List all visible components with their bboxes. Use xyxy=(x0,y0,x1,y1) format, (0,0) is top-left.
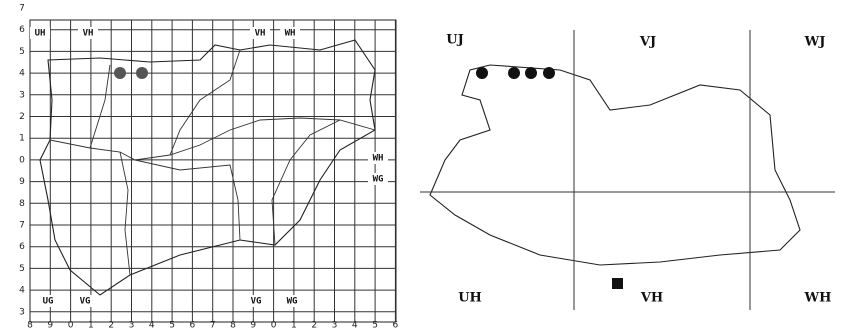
zone-label: WH xyxy=(285,29,296,39)
left-river xyxy=(119,151,131,276)
zone-label: VG xyxy=(80,297,91,307)
x-axis-label: 1 xyxy=(88,321,94,331)
y-axis-label: 6 xyxy=(19,25,25,35)
site-dot xyxy=(543,67,555,79)
x-axis-label: 0 xyxy=(271,321,277,331)
zone-label: UG xyxy=(43,297,54,307)
zone-label-bg xyxy=(282,295,302,307)
x-axis-label: 3 xyxy=(129,321,135,331)
x-axis-label: 8 xyxy=(27,321,33,331)
y-axis-label: 4 xyxy=(19,286,25,296)
site-dot xyxy=(476,67,488,79)
x-axis-label: 3 xyxy=(332,321,338,331)
x-axis-label: 6 xyxy=(393,321,399,331)
zone-label: WG xyxy=(373,175,384,185)
zone-label-bg xyxy=(75,295,95,307)
x-axis-label: 9 xyxy=(47,321,53,331)
site-dot xyxy=(508,67,520,79)
y-axis-label: 0 xyxy=(19,155,25,165)
y-axis-label: 7 xyxy=(19,221,25,231)
zone-label: UH xyxy=(35,29,46,39)
y-axis-label: 6 xyxy=(19,242,25,252)
y-axis-label: 1 xyxy=(19,134,25,144)
x-axis-label: 2 xyxy=(108,321,114,331)
zone-label: WH xyxy=(804,291,832,306)
zone-label: WJ xyxy=(804,35,826,50)
site-dot xyxy=(136,67,148,79)
x-axis-label: 1 xyxy=(291,321,297,331)
zone-label: VH xyxy=(255,29,266,39)
right-map: UJ VJ WJ UH VH WH xyxy=(420,30,835,310)
site-square xyxy=(612,278,623,289)
zone-label-bg xyxy=(38,295,58,307)
zone-label: WH xyxy=(373,154,384,164)
zone-label: VJ xyxy=(639,35,656,50)
y-axis-label: 5 xyxy=(19,264,25,274)
zone-label-bg xyxy=(250,27,270,39)
zone-label: UH xyxy=(458,291,482,306)
x-axis-label: 4 xyxy=(149,321,155,331)
left-river xyxy=(271,119,341,246)
zone-label: VG xyxy=(251,297,262,307)
y-axis-label: 8 xyxy=(19,199,25,209)
y-axis-label: 9 xyxy=(19,177,25,187)
y-axis-label: 7 xyxy=(19,4,25,14)
y-axis-label: 2 xyxy=(19,112,25,122)
x-axis-label: 9 xyxy=(250,321,256,331)
x-axis-label: 2 xyxy=(311,321,317,331)
zone-label: VH xyxy=(83,29,94,39)
x-axis-label: 7 xyxy=(210,321,216,331)
x-axis-label: 5 xyxy=(372,321,378,331)
y-axis-label: 3 xyxy=(19,90,25,100)
x-axis-label: 8 xyxy=(230,321,236,331)
y-axis-label: 3 xyxy=(19,307,25,317)
zone-label-bg xyxy=(30,27,50,39)
x-axis-label: 5 xyxy=(169,321,175,331)
zone-label: WG xyxy=(287,297,298,307)
left-river xyxy=(89,64,111,149)
left-river xyxy=(49,117,376,161)
zone-label-bg xyxy=(368,173,388,185)
zone-label: UJ xyxy=(446,33,464,48)
x-axis-label: 0 xyxy=(68,321,74,331)
zone-label-bg xyxy=(368,152,388,164)
right-outline xyxy=(429,64,801,266)
zone-label-bg xyxy=(280,27,300,39)
zone-label-bg xyxy=(78,27,98,39)
x-axis-label: 4 xyxy=(352,321,358,331)
left-outline xyxy=(39,39,376,296)
left-river xyxy=(169,49,241,156)
site-dot xyxy=(525,67,537,79)
left-river xyxy=(134,159,241,241)
y-axis-label: 4 xyxy=(19,69,25,79)
site-dot xyxy=(114,67,126,79)
y-axis-label: 5 xyxy=(19,47,25,57)
zone-label: VH xyxy=(640,291,663,306)
zone-label-bg xyxy=(246,295,266,307)
x-axis-label: 6 xyxy=(190,321,196,331)
